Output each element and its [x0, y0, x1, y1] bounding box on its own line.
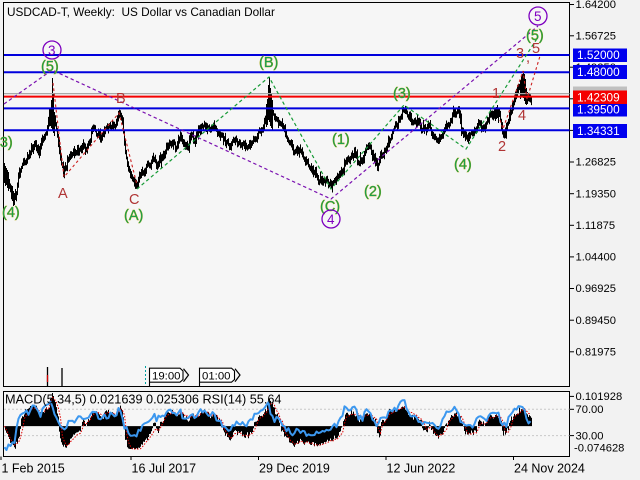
svg-text:(1): (1) [332, 132, 350, 148]
svg-text:4: 4 [518, 108, 526, 124]
svg-text:(3): (3) [393, 86, 411, 102]
svg-text:C: C [129, 192, 139, 208]
svg-text:30.00: 30.00 [576, 430, 604, 442]
svg-text:USDCAD-T, Weekly: US Dollar v: USDCAD-T, Weekly: US Dollar vs Canadian … [7, 5, 275, 19]
svg-text:1.19350: 1.19350 [576, 188, 616, 200]
svg-text:1.26825: 1.26825 [576, 157, 616, 169]
svg-text:-0.074628: -0.074628 [574, 443, 624, 455]
svg-text:3: 3 [516, 46, 524, 62]
svg-text:70.00: 70.00 [576, 404, 604, 416]
svg-text:(4): (4) [2, 205, 20, 221]
svg-text:1.11875: 1.11875 [576, 220, 616, 232]
svg-text:0.89450: 0.89450 [576, 315, 616, 327]
svg-text:(4): (4) [454, 157, 472, 173]
svg-text:1.64200: 1.64200 [576, 0, 616, 11]
svg-text:A: A [58, 186, 68, 202]
svg-text:1 Feb 2015: 1 Feb 2015 [2, 461, 65, 475]
svg-text:B: B [116, 91, 126, 107]
svg-text:0.96925: 0.96925 [576, 283, 616, 295]
svg-text:2: 2 [498, 139, 506, 155]
svg-text:,: , [526, 50, 530, 66]
svg-text:3: 3 [48, 43, 56, 58]
svg-text:19:00: 19:00 [152, 370, 181, 382]
svg-text:1.04400: 1.04400 [576, 252, 616, 264]
svg-text:01:00: 01:00 [202, 370, 231, 382]
svg-text:1: 1 [492, 86, 500, 102]
svg-text:29 Dec 2019: 29 Dec 2019 [259, 461, 330, 475]
svg-text:5: 5 [534, 9, 542, 24]
svg-text:1.56725: 1.56725 [576, 31, 616, 43]
svg-text:(5): (5) [41, 59, 59, 75]
svg-text:1.48000: 1.48000 [577, 65, 620, 79]
svg-text:1.34331: 1.34331 [577, 124, 620, 138]
svg-text:0.81975: 0.81975 [576, 347, 616, 359]
svg-text:1.52000: 1.52000 [577, 48, 620, 62]
svg-text:(5): (5) [526, 28, 544, 44]
svg-text:16 Jul 2017: 16 Jul 2017 [132, 461, 197, 475]
svg-text:(3): (3) [0, 135, 13, 151]
svg-text:(2): (2) [364, 184, 382, 200]
svg-text:1.42309: 1.42309 [577, 91, 620, 105]
svg-text:(A): (A) [124, 208, 143, 224]
svg-text:24 Nov 2024: 24 Nov 2024 [514, 461, 585, 475]
svg-text:12 Jun 2022: 12 Jun 2022 [387, 461, 456, 475]
svg-text:1.39500: 1.39500 [577, 103, 620, 117]
svg-text:(B): (B) [259, 55, 278, 71]
svg-text:5: 5 [532, 41, 540, 57]
svg-text:4: 4 [327, 212, 335, 227]
svg-text:0.101928: 0.101928 [576, 391, 623, 403]
svg-text:MACD(5,34,5) 0.021639 0.025306: MACD(5,34,5) 0.021639 0.025306 RSI(14) 5… [5, 393, 281, 407]
